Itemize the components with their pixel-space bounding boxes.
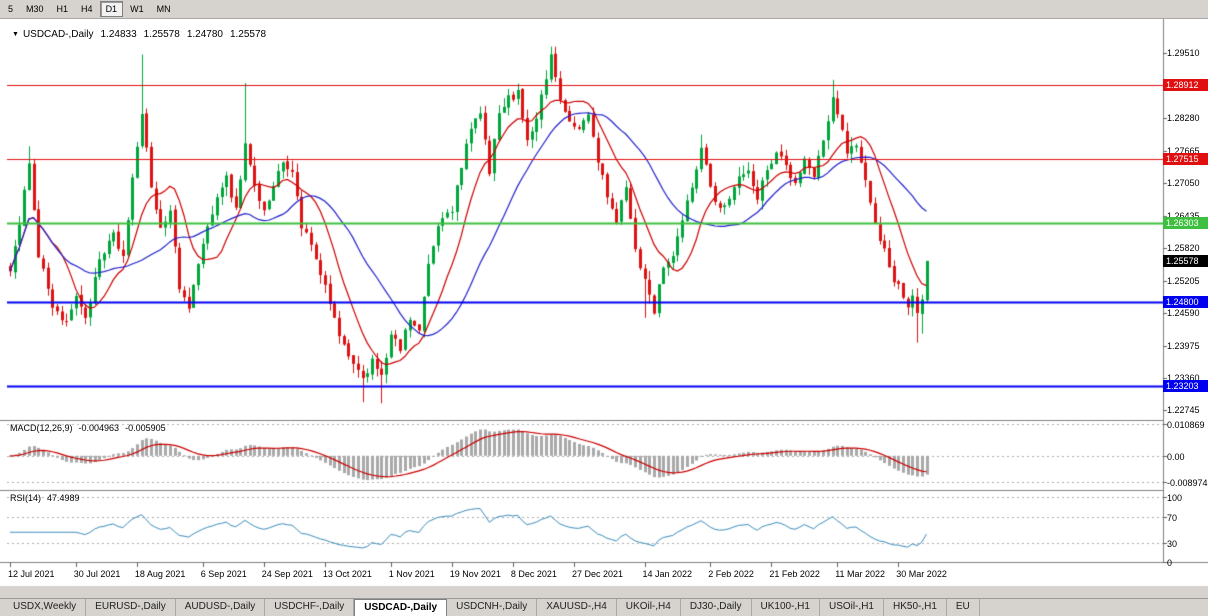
ohlc-low: 1.24780 — [186, 29, 223, 40]
timeframe-button-h1[interactable]: H1 — [50, 1, 75, 17]
symbol-tab-eurusd-daily[interactable]: EURUSD-,Daily — [86, 599, 176, 616]
timeframe-button-d1[interactable]: D1 — [99, 1, 124, 17]
symbol-tab-hk50-h1[interactable]: HK50-,H1 — [884, 599, 947, 616]
symbol-tab-ukoil-h4[interactable]: UKOil-,H4 — [617, 599, 681, 616]
timeframe-button-5[interactable]: 5 — [2, 1, 20, 17]
symbol-tab-audusd-daily[interactable]: AUDUSD-,Daily — [176, 599, 266, 616]
ohlc-high: 1.25578 — [143, 29, 180, 40]
symbol-tab-usdcad-daily[interactable]: USDCAD-,Daily — [354, 599, 448, 616]
rsi-value: 47.4989 — [47, 493, 80, 503]
timeframe-button-mn[interactable]: MN — [150, 1, 177, 17]
collapse-arrow-icon[interactable]: ▼ — [12, 31, 19, 38]
macd-value-main: -0.004963 — [78, 423, 120, 433]
symbol-tab-dj30-daily[interactable]: DJ30-,Daily — [681, 599, 752, 616]
rsi-name: RSI(14) — [10, 493, 42, 503]
symbol-tab-usdx-weekly[interactable]: USDX,Weekly — [4, 599, 87, 616]
timeframe-button-w1[interactable]: W1 — [124, 1, 150, 17]
macd-label: MACD(12,26,9) -0.004963 -0.005905 — [10, 423, 172, 433]
chart-symbol-label: USDCAD-,Daily — [22, 29, 94, 40]
macd-value-signal: -0.005905 — [125, 423, 166, 433]
symbol-tab-usdcnh-daily[interactable]: USDCNH-,Daily — [447, 599, 538, 616]
symbol-tab-eu[interactable]: EU — [947, 599, 980, 616]
timeframe-toolbar: 5 M30 H1 H4 D1 W1 MN — [0, 0, 1208, 19]
symbol-tab-bar: USDX,Weekly EURUSD-,Daily AUDUSD-,Daily USD… — [0, 598, 1208, 616]
symbol-tab-xauusd-h4[interactable]: XAUUSD-,H4 — [537, 599, 617, 616]
rsi-label: RSI(14) 47.4989 — [10, 493, 86, 503]
ohlc-open: 1.24833 — [100, 29, 137, 40]
chart-title: ▼ USDCAD-,Daily 1.24833 1.25578 1.24780 … — [12, 29, 273, 40]
symbol-tab-usdchf-daily[interactable]: USDCHF-,Daily — [265, 599, 355, 616]
chart-canvas[interactable] — [0, 0, 1208, 598]
symbol-tab-uk100-h1[interactable]: UK100-,H1 — [752, 599, 820, 616]
timeframe-button-m30[interactable]: M30 — [20, 1, 50, 17]
timeframe-button-h4[interactable]: H4 — [75, 1, 99, 17]
macd-name: MACD(12,26,9) — [10, 423, 73, 433]
symbol-tab-usoil-h1[interactable]: USOil-,H1 — [820, 599, 884, 616]
ohlc-close: 1.25578 — [229, 29, 267, 40]
